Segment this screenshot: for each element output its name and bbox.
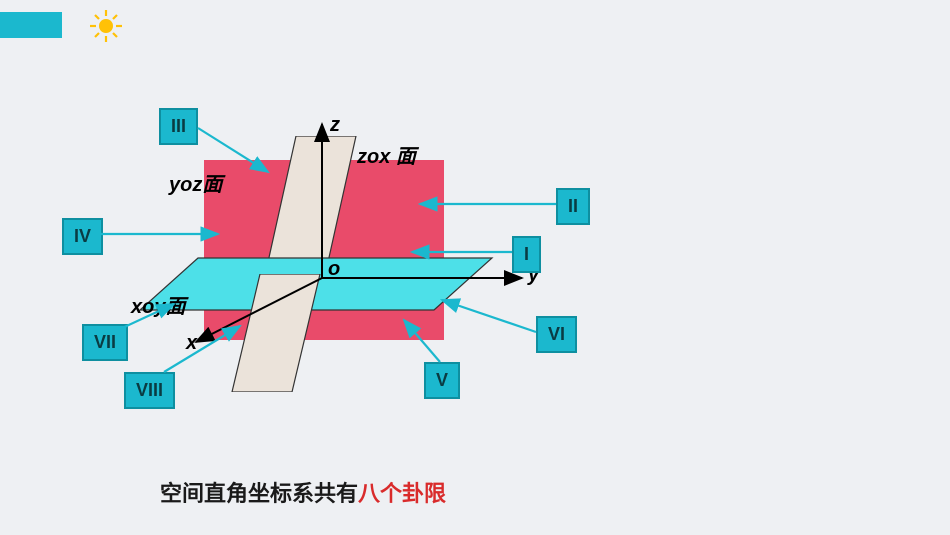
zox-text: zox 面 — [357, 146, 416, 168]
octant-VIII: VIII — [124, 372, 175, 409]
z-axis-label: z — [330, 114, 340, 137]
xoy-text: xoy面 — [131, 296, 185, 318]
origin-label: o — [328, 258, 340, 281]
axes — [140, 118, 540, 358]
octant-I: I — [512, 236, 541, 273]
x-axis-label: x — [186, 332, 197, 355]
octant-V: V — [424, 362, 460, 399]
yoz-text: yoz面 — [169, 174, 222, 196]
caption-part1: 空间直角坐标系共有 — [160, 481, 358, 506]
caption: 空间直角坐标系共有八个卦限 — [160, 476, 446, 508]
xoy-plane-label: xoy面 — [131, 290, 185, 319]
octant-VI: VI — [536, 316, 577, 353]
octant-II: II — [556, 188, 590, 225]
octant-IV: IV — [62, 218, 103, 255]
octant-III: III — [159, 108, 198, 145]
caption-part2: 八个卦限 — [358, 481, 446, 506]
yoz-plane-label: yoz面 — [169, 168, 222, 197]
octant-VII: VII — [82, 324, 128, 361]
coordinate-diagram: z y x o yoz面 zox 面 xoy面 III IV II I VI V… — [0, 0, 950, 535]
zox-plane-label: zox 面 — [357, 140, 416, 169]
